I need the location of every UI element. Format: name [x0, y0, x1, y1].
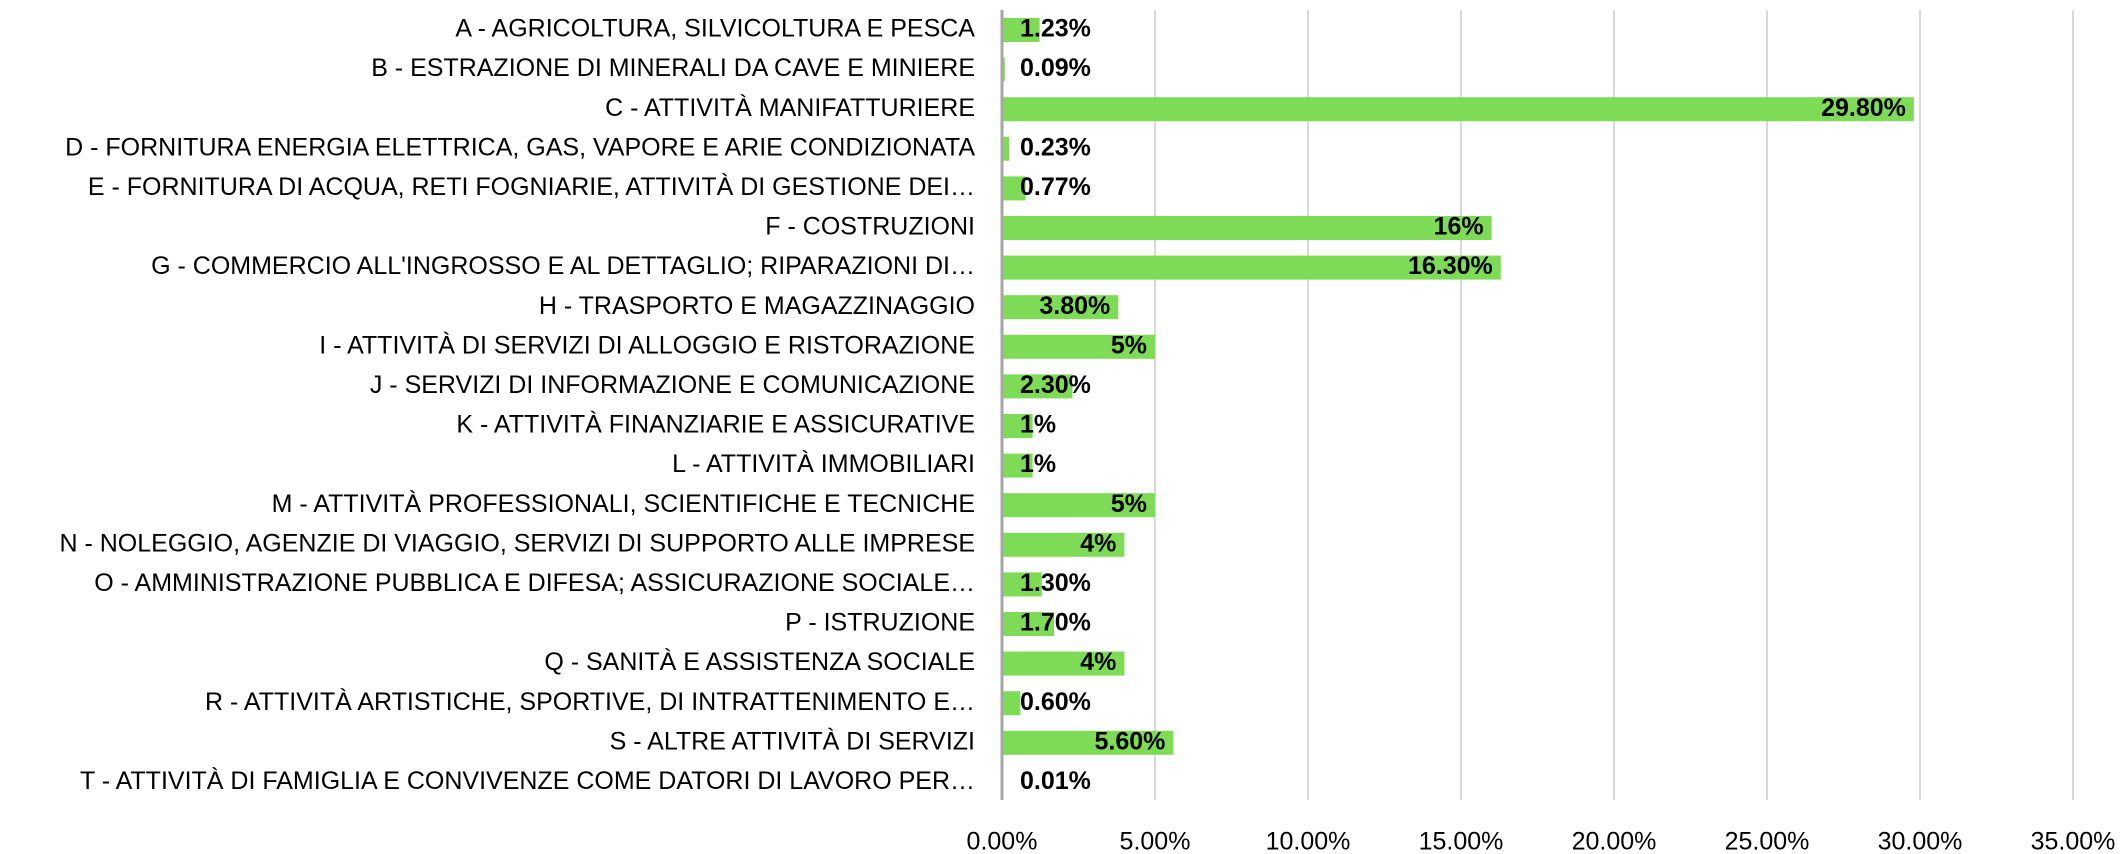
category-label: T - ATTIVITÀ DI FAMIGLIA E CONVIVENZE CO… [80, 766, 975, 795]
bar [1002, 572, 1042, 597]
bar [1002, 651, 1125, 676]
category-label: O - AMMINISTRAZIONE PUBBLICA E DIFESA; A… [94, 569, 975, 597]
category-label: J - SERVIZI DI INFORMAZIONE E COMUNICAZI… [370, 371, 975, 399]
category-label: E - FORNITURA DI ACQUA, RETI FOGNIARIE, … [88, 172, 975, 201]
category-label: S - ALTRE ATTIVITÀ DI SERVIZI [610, 726, 975, 755]
category-label: N - NOLEGGIO, AGENZIE DI VIAGGIO, SERVIZ… [59, 529, 975, 557]
value-label: 4% [1080, 648, 1116, 676]
value-label: 0.01% [1020, 767, 1091, 795]
value-label: 5% [1111, 490, 1147, 518]
x-tick-label: 5.00% [1120, 828, 1191, 854]
bar [1002, 374, 1073, 399]
x-tick-label: 10.00% [1266, 828, 1351, 854]
category-label: H - TRASPORTO E MAGAZZINAGGIO [539, 292, 975, 320]
value-label: 1% [1020, 411, 1056, 439]
category-label: B - ESTRAZIONE DI MINERALI DA CAVE E MIN… [371, 54, 975, 82]
bar [1002, 453, 1033, 478]
category-label: I - ATTIVITÀ DI SERVIZI DI ALLOGGIO E RI… [319, 330, 975, 359]
category-label: R - ATTIVITÀ ARTISTICHE, SPORTIVE, DI IN… [205, 687, 975, 716]
category-label: F - COSTRUZIONI [765, 213, 975, 241]
bar [1002, 295, 1119, 320]
bar [1002, 414, 1033, 438]
value-label: 0.23% [1020, 133, 1091, 161]
bar [1002, 176, 1026, 201]
bar [1002, 532, 1125, 557]
value-label: 0.77% [1020, 173, 1091, 201]
category-label: D - FORNITURA ENERGIA ELETTRICA, GAS, VA… [65, 133, 975, 161]
value-label: 1.30% [1020, 569, 1091, 597]
bar [1002, 493, 1155, 518]
category-label: K - ATTIVITÀ FINANZIARIE E ASSICURATIVE [456, 410, 975, 439]
category-label: P - ISTRUZIONE [785, 609, 975, 637]
value-label: 29.80% [1821, 94, 1906, 122]
value-label: 2.30% [1020, 371, 1091, 399]
value-label: 5.60% [1094, 727, 1165, 755]
value-label: 16% [1434, 213, 1484, 241]
x-tick-label: 15.00% [1419, 828, 1504, 854]
category-label: G - COMMERCIO ALL'INGROSSO E AL DETTAGLI… [151, 252, 975, 280]
category-label: A - AGRICOLTURA, SILVICOLTURA E PESCA [455, 15, 975, 43]
x-tick-label: 0.00% [967, 828, 1038, 854]
x-tick-label: 30.00% [1878, 828, 1963, 854]
bar [1002, 18, 1040, 42]
bar [1002, 612, 1055, 636]
bar [1002, 97, 1914, 122]
value-label: 1.70% [1020, 609, 1091, 637]
value-label: 1.23% [1020, 15, 1091, 43]
value-label: 0.60% [1020, 688, 1091, 716]
value-label: 5% [1111, 331, 1147, 359]
category-label: Q - SANITÀ E ASSISTENZA SOCIALE [544, 647, 975, 676]
bar [1002, 730, 1174, 755]
bar [1002, 136, 1010, 161]
x-tick-label: 20.00% [1572, 828, 1657, 854]
value-label: 4% [1080, 529, 1116, 557]
category-label: L - ATTIVITÀ IMMOBILIARI [672, 449, 975, 478]
bar [1002, 334, 1155, 359]
value-label: 3.80% [1039, 292, 1110, 320]
value-label: 0.09% [1020, 54, 1091, 82]
category-label: M - ATTIVITÀ PROFESSIONALI, SCIENTIFICHE… [272, 489, 975, 518]
bar [1002, 691, 1021, 716]
category-label: C - ATTIVITÀ MANIFATTURIERE [605, 93, 975, 122]
bar [1002, 255, 1501, 280]
value-label: 1% [1020, 450, 1056, 478]
value-label: 16.30% [1408, 252, 1493, 280]
x-tick-label: 25.00% [1725, 828, 1810, 854]
x-tick-label: 35.00% [2031, 828, 2116, 854]
bar [1002, 216, 1492, 240]
